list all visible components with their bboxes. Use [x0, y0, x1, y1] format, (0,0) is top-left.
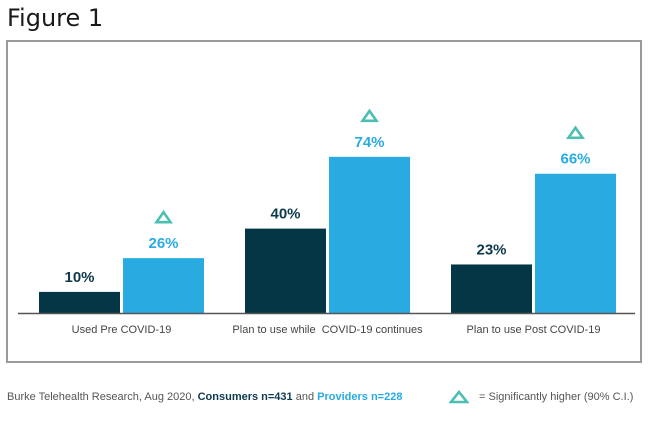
bar-consumers	[451, 264, 532, 313]
data-label: 26%	[148, 235, 178, 252]
data-label: 10%	[64, 269, 94, 286]
data-label: 23%	[476, 241, 506, 258]
bar-providers	[123, 258, 204, 313]
bar-consumers	[39, 291, 120, 313]
bar-group: 10% 26% Used Pre COVID-19	[39, 209, 204, 336]
data-label: 66%	[560, 151, 590, 168]
figure-title: Figure 1	[7, 4, 104, 32]
consumers-sample-size: Consumers n=431	[197, 391, 293, 403]
providers-sample-size: Providers n=228	[317, 391, 403, 403]
significance-triangle-icon	[360, 108, 379, 123]
triangle-outline-icon	[449, 390, 469, 404]
category-label: Used Pre COVID-19	[72, 324, 172, 336]
source-note: Burke Telehealth Research, Aug 2020, Con…	[7, 391, 402, 403]
bar-group: 40% 74% Plan to use while COVID-19 continu…	[232, 108, 423, 336]
bar-group: 23% 66% Plan to use Post COVID-19	[451, 125, 616, 336]
data-label: 40%	[270, 206, 300, 223]
significance-triangle-icon	[154, 209, 173, 224]
data-label: 74%	[354, 134, 384, 151]
bar-providers	[329, 156, 410, 313]
legend-text: = Significantly higher (90% C.I.)	[479, 391, 634, 403]
bar-providers	[535, 173, 616, 313]
category-label: Plan to use while COVID-19 continues	[232, 324, 423, 336]
significance-triangle-icon	[566, 125, 585, 140]
significance-legend: = Significantly higher (90% C.I.)	[449, 390, 633, 404]
bar-consumers	[245, 228, 326, 313]
chart-frame	[6, 40, 642, 363]
source-joiner: and	[292, 391, 318, 403]
source-prefix: Burke Telehealth Research, Aug 2020,	[7, 391, 198, 403]
category-label: Plan to use Post COVID-19	[467, 324, 601, 336]
